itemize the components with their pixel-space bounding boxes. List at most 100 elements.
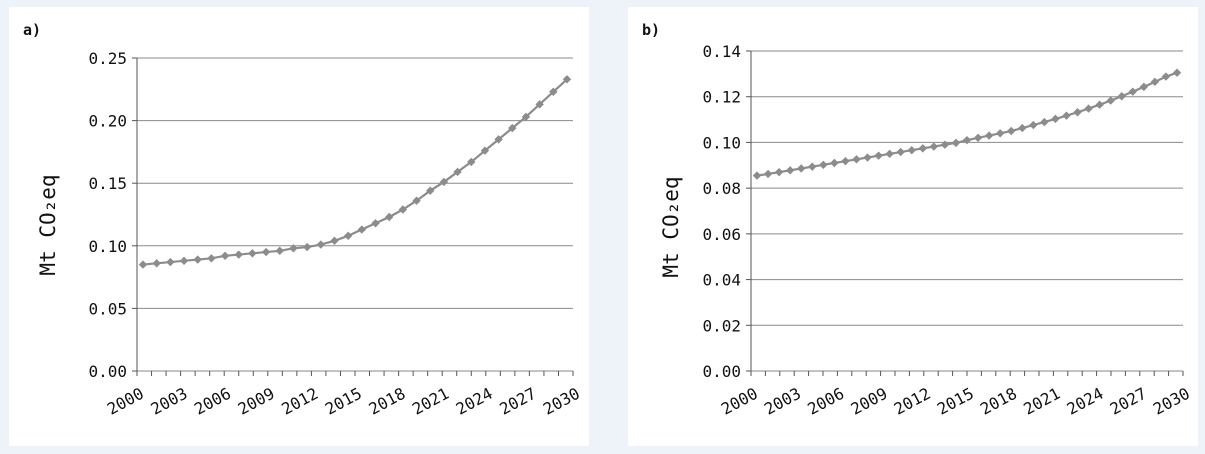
- data-point-b: [1029, 120, 1038, 130]
- data-point-a: [480, 146, 490, 155]
- y-tick-label-b: 0.06: [702, 225, 741, 244]
- x-tick-label-a: 2018: [366, 384, 409, 419]
- data-point-b: [1139, 82, 1149, 92]
- x-tick-label-b: 2021: [1020, 384, 1063, 419]
- y-tick-label-b: 0.12: [702, 88, 741, 107]
- y-tick-label-a: 0.15: [88, 174, 127, 193]
- data-point-a: [549, 87, 558, 97]
- line-chart-a: 0.00 0.05 0.10 0.15 0.20 0.25 2000 2003 2006 2009…: [88, 49, 583, 419]
- x-tick-label-a: 2030: [540, 384, 583, 419]
- data-point-a: [343, 231, 353, 240]
- x-tick-label-b: 2027: [1107, 384, 1150, 419]
- x-tick-label-a: 2021: [409, 384, 452, 419]
- x-tick-label-b: 2030: [1150, 384, 1193, 419]
- data-point-b: [1172, 68, 1182, 77]
- data-point-b: [830, 158, 839, 168]
- x-tick-label-a: 2015: [322, 384, 365, 419]
- y-tick-label-b: 0.10: [702, 133, 741, 152]
- data-point-a: [152, 259, 161, 268]
- data-point-b: [1040, 117, 1049, 127]
- x-tick-label-b: 2003: [761, 384, 804, 419]
- x-tick-label-a: 2024: [453, 384, 496, 419]
- data-point-b: [1117, 92, 1126, 101]
- data-point-b: [763, 169, 773, 179]
- data-point-a: [412, 196, 421, 205]
- y-tick-label-b: 0.00: [702, 362, 741, 381]
- x-tick-label-a: 2003: [148, 384, 191, 419]
- data-point-a: [289, 244, 298, 253]
- data-point-b: [1062, 111, 1071, 120]
- data-point-b: [885, 149, 894, 159]
- line-chart-b: 0.00 0.02 0.04 0.06 0.08 0.10 0.12 0.14 2000 2003…: [702, 42, 1193, 419]
- data-point-b: [852, 155, 861, 164]
- data-point-b: [973, 133, 983, 143]
- data-point-b: [929, 142, 939, 151]
- data-point-b: [874, 151, 883, 160]
- data-point-a: [234, 250, 243, 259]
- data-point-a: [207, 254, 216, 263]
- data-point-b: [918, 144, 927, 153]
- x-tick-label-a: 2000: [104, 384, 147, 419]
- data-point-b: [896, 147, 905, 157]
- data-point-b: [940, 140, 950, 149]
- y-tick-label-b: 0.08: [702, 179, 741, 198]
- data-point-b: [819, 160, 828, 170]
- data-point-a: [453, 167, 462, 177]
- data-point-a: [384, 212, 394, 222]
- data-point-b: [907, 146, 916, 155]
- x-tick-label-a: 2006: [191, 384, 234, 419]
- data-point-b: [1051, 114, 1060, 124]
- x-tick-label-b: 2015: [934, 384, 977, 419]
- y-tick-label-b: 0.04: [702, 271, 741, 290]
- data-point-a: [508, 123, 517, 133]
- y-tick-label-a: 0.00: [88, 362, 127, 381]
- y-tick-label-a: 0.10: [88, 237, 127, 256]
- x-tick-label-b: 2006: [804, 384, 847, 419]
- data-point-b: [1128, 87, 1137, 96]
- data-point-b: [995, 129, 1005, 138]
- series-line-b: [756, 71, 1178, 177]
- data-point-a: [562, 75, 572, 84]
- x-tick-label-a: 2027: [496, 384, 539, 419]
- data-point-a: [467, 157, 476, 167]
- x-tick-label-b: 2018: [977, 384, 1020, 419]
- data-point-a: [494, 135, 503, 144]
- data-point-a: [398, 205, 408, 214]
- data-point-a: [193, 255, 202, 264]
- data-point-b: [1150, 77, 1160, 87]
- data-point-b: [797, 164, 806, 173]
- data-point-b: [774, 167, 784, 177]
- y-tick-label-b: 0.14: [702, 42, 741, 61]
- data-point-b: [808, 162, 817, 171]
- data-point-a: [302, 242, 312, 252]
- data-point-b: [1073, 108, 1082, 117]
- data-point-a: [357, 225, 367, 234]
- data-point-a: [138, 260, 148, 269]
- data-point-a: [179, 256, 189, 266]
- data-point-b: [841, 156, 850, 166]
- series-line-a: [142, 78, 568, 266]
- chart-panel-b: b) Mt CO₂eq 0.00 0.02 0.04 0.06 0.08 0.10 0.12…: [628, 7, 1198, 446]
- data-point-a: [220, 251, 230, 261]
- data-point-b: [1084, 104, 1093, 113]
- y-tick-label-a: 0.25: [88, 49, 127, 68]
- x-tick-label-b: 2000: [718, 384, 761, 419]
- data-point-b: [1161, 72, 1171, 81]
- data-point-a: [316, 240, 326, 249]
- data-point-a: [426, 186, 435, 195]
- y-tick-label-a: 0.20: [88, 112, 127, 131]
- data-point-a: [371, 219, 380, 228]
- data-point-a: [535, 100, 544, 109]
- x-tick-label-a: 2009: [235, 384, 278, 419]
- data-point-b: [752, 171, 762, 180]
- data-point-b: [962, 135, 972, 145]
- data-point-b: [951, 138, 961, 148]
- data-point-b: [1106, 96, 1115, 105]
- panel-label-a: a): [23, 21, 42, 39]
- y-tick-label-b: 0.02: [702, 316, 741, 335]
- data-point-b: [863, 153, 872, 162]
- chart-panel-a: a) Mt CO₂eq 0.00 0.05 0.10 0.15 0.20 0.25 2000…: [9, 7, 589, 446]
- data-point-b: [785, 166, 795, 175]
- data-point-a: [166, 257, 175, 267]
- x-tick-label-a: 2012: [278, 384, 321, 419]
